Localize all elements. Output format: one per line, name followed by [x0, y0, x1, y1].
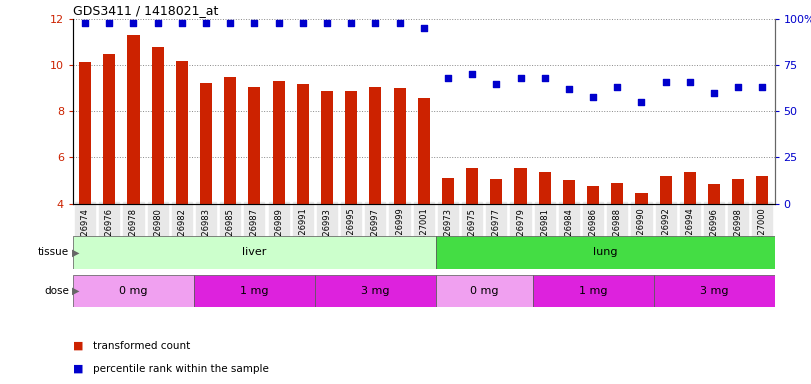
Bar — [321, 91, 333, 204]
Point — [103, 20, 116, 26]
Point — [514, 75, 527, 81]
Text: 3 mg: 3 mg — [700, 286, 728, 296]
Text: 0 mg: 0 mg — [470, 286, 499, 296]
Point — [320, 20, 333, 26]
Text: liver: liver — [242, 247, 267, 258]
Bar — [436, 236, 775, 269]
Bar — [654, 275, 775, 307]
Point — [369, 20, 382, 26]
Bar — [315, 275, 436, 307]
Bar — [79, 62, 91, 204]
Point — [127, 20, 140, 26]
Bar — [369, 87, 381, 204]
Point — [393, 20, 406, 26]
Text: ■: ■ — [73, 341, 84, 351]
Point — [151, 20, 164, 26]
Text: ▶: ▶ — [72, 286, 79, 296]
Bar — [73, 236, 436, 269]
Point — [732, 84, 744, 91]
Bar — [297, 84, 309, 204]
Bar — [659, 176, 672, 204]
Text: transformed count: transformed count — [93, 341, 191, 351]
Text: ▶: ▶ — [72, 247, 79, 258]
Point — [659, 79, 672, 85]
Point — [272, 20, 285, 26]
Bar — [708, 184, 720, 204]
Bar — [152, 47, 164, 204]
Point — [635, 99, 648, 105]
Text: 1 mg: 1 mg — [579, 286, 607, 296]
Point — [200, 20, 212, 26]
Text: ■: ■ — [73, 364, 84, 374]
Bar — [563, 180, 575, 204]
Point — [684, 79, 697, 85]
Bar — [611, 183, 624, 204]
Point — [248, 20, 261, 26]
Bar — [442, 178, 454, 204]
Bar — [200, 83, 212, 204]
Bar — [533, 275, 654, 307]
Point — [296, 20, 309, 26]
Bar — [514, 168, 526, 204]
Bar — [684, 172, 696, 204]
Bar — [224, 77, 236, 204]
Point — [562, 86, 575, 92]
Point — [490, 81, 503, 87]
Point — [441, 75, 454, 81]
Point — [79, 20, 92, 26]
Point — [224, 20, 237, 26]
Point — [466, 71, 478, 78]
Text: tissue: tissue — [38, 247, 69, 258]
Bar — [539, 172, 551, 204]
Point — [611, 84, 624, 91]
Point — [345, 20, 358, 26]
Text: 0 mg: 0 mg — [119, 286, 148, 296]
Bar — [635, 193, 647, 204]
Bar — [418, 98, 430, 204]
Bar — [127, 35, 139, 204]
Point — [756, 84, 769, 91]
Point — [586, 94, 599, 100]
Point — [417, 25, 430, 31]
Point — [539, 75, 551, 81]
Bar — [393, 88, 406, 204]
Bar — [436, 275, 533, 307]
Text: dose: dose — [44, 286, 69, 296]
Bar — [194, 275, 315, 307]
Text: 3 mg: 3 mg — [361, 286, 389, 296]
Text: lung: lung — [593, 247, 617, 258]
Text: 1 mg: 1 mg — [240, 286, 268, 296]
Bar — [272, 81, 285, 204]
Bar — [103, 54, 115, 204]
Text: percentile rank within the sample: percentile rank within the sample — [93, 364, 269, 374]
Bar — [587, 186, 599, 204]
Bar — [176, 61, 188, 204]
Bar — [466, 168, 478, 204]
Bar — [732, 179, 744, 204]
Bar — [248, 87, 260, 204]
Point — [707, 90, 720, 96]
Bar — [345, 91, 357, 204]
Text: GDS3411 / 1418021_at: GDS3411 / 1418021_at — [73, 3, 218, 17]
Bar — [73, 275, 194, 307]
Bar — [491, 179, 502, 204]
Point — [175, 20, 188, 26]
Bar — [757, 176, 769, 204]
